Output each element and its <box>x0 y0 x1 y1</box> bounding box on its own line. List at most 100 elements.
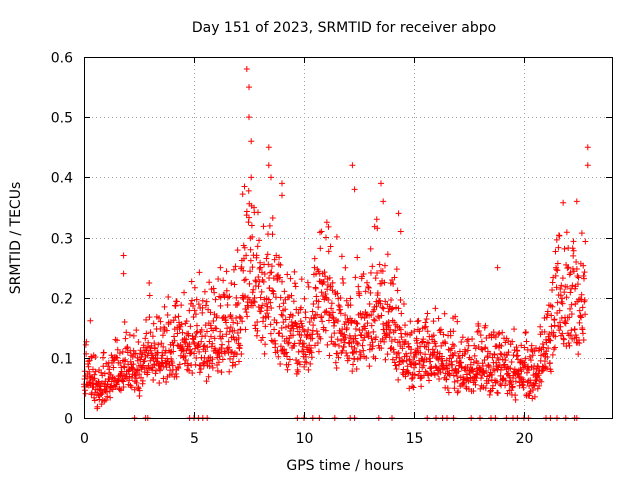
data-point <box>560 199 567 206</box>
data-point <box>557 286 564 293</box>
data-point <box>467 361 474 368</box>
data-point <box>313 328 320 335</box>
data-point <box>573 259 580 266</box>
data-point <box>578 291 585 298</box>
data-point <box>556 232 563 239</box>
chart-title: Day 151 of 2023, SRMTID for receiver abp… <box>192 20 496 36</box>
data-point <box>147 357 154 364</box>
data-point <box>451 378 458 385</box>
data-point <box>255 274 262 281</box>
data-point <box>494 389 501 396</box>
data-point <box>182 356 189 363</box>
data-point <box>275 261 282 268</box>
data-point <box>379 304 386 311</box>
data-point <box>332 359 339 366</box>
data-point <box>286 356 293 363</box>
data-point <box>150 376 157 383</box>
data-point <box>192 311 199 318</box>
data-point <box>532 380 539 387</box>
data-point <box>441 339 448 346</box>
data-point <box>82 390 89 397</box>
data-point <box>245 187 252 194</box>
data-point <box>310 300 317 307</box>
data-point <box>432 305 439 312</box>
data-point <box>174 330 181 337</box>
data-point <box>243 208 250 215</box>
data-point <box>491 367 498 374</box>
data-point <box>104 393 111 400</box>
data-point <box>472 345 479 352</box>
data-point <box>102 396 109 403</box>
data-point <box>237 315 244 322</box>
data-point <box>554 299 561 306</box>
data-point <box>538 378 545 385</box>
data-point <box>376 297 383 304</box>
data-point <box>226 368 233 375</box>
data-point <box>570 238 577 245</box>
data-point <box>557 292 564 299</box>
data-point <box>178 321 185 328</box>
data-point <box>182 352 189 359</box>
data-point <box>392 362 399 369</box>
data-point <box>458 364 465 371</box>
data-point <box>495 331 502 338</box>
data-point <box>270 290 277 297</box>
data-point <box>246 280 253 287</box>
data-point <box>553 284 560 291</box>
data-point <box>295 358 302 365</box>
data-point <box>333 233 340 240</box>
data-point <box>430 318 437 325</box>
data-point <box>389 305 396 312</box>
data-point <box>113 381 120 388</box>
data-point <box>190 339 197 346</box>
data-point <box>328 300 335 307</box>
data-point <box>522 329 529 336</box>
y-tick-label: 0.5 <box>51 111 73 127</box>
data-point <box>286 314 293 321</box>
data-point <box>185 332 192 339</box>
data-point <box>326 352 333 359</box>
data-point <box>395 376 402 383</box>
data-point <box>579 304 586 311</box>
data-point <box>580 273 587 280</box>
data-point <box>226 328 233 335</box>
data-point <box>352 326 359 333</box>
data-point <box>179 329 186 336</box>
data-point <box>120 363 127 370</box>
data-point <box>276 254 283 261</box>
data-point <box>250 298 257 305</box>
data-point <box>114 337 120 344</box>
data-point <box>169 360 176 367</box>
data-point <box>210 318 217 325</box>
data-point <box>299 343 306 350</box>
data-point <box>191 307 198 314</box>
data-point <box>381 279 388 286</box>
data-point <box>528 346 535 353</box>
data-point <box>575 274 582 281</box>
data-point <box>201 342 208 349</box>
data-point <box>175 313 182 320</box>
data-point <box>354 254 361 261</box>
data-point <box>308 354 315 361</box>
data-point <box>200 343 207 350</box>
data-point <box>85 358 92 365</box>
data-point <box>553 266 560 273</box>
data-point <box>465 342 472 349</box>
data-point <box>305 326 312 333</box>
data-point <box>91 394 98 401</box>
data-point <box>196 269 203 276</box>
data-point <box>499 356 506 363</box>
data-point <box>509 338 516 345</box>
data-point <box>265 313 272 320</box>
data-point <box>297 337 304 344</box>
data-point <box>234 247 241 254</box>
data-point <box>448 358 455 365</box>
data-point <box>213 312 220 319</box>
data-point <box>322 327 329 334</box>
data-point <box>172 314 179 321</box>
data-point <box>232 361 239 368</box>
data-point <box>454 389 461 396</box>
data-point <box>553 236 560 243</box>
data-point <box>108 378 115 385</box>
data-point <box>408 375 415 382</box>
